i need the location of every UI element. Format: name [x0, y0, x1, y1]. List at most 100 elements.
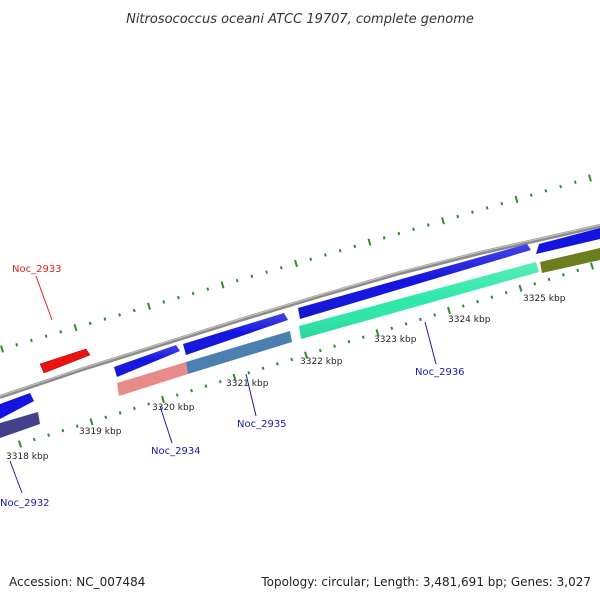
- scale-tick: [61, 428, 65, 433]
- scale-tick: [177, 295, 180, 300]
- scale-tick: [433, 313, 437, 317]
- scale-tick: [290, 357, 294, 362]
- scale-tick: [103, 317, 107, 321]
- scale-tick: [44, 334, 48, 338]
- scale-tick: [175, 393, 179, 397]
- scale-tick: [456, 214, 460, 219]
- scale-tick: [361, 335, 365, 339]
- scale-tick: [447, 306, 451, 315]
- scale-tick: [490, 295, 494, 299]
- scale-tick: [375, 329, 380, 337]
- scale-tick: [275, 362, 279, 366]
- scale-tick: [476, 299, 480, 304]
- gene-arrow-noc-2934: [117, 362, 188, 396]
- scale-tick: [561, 273, 565, 277]
- scale-tick: [190, 388, 194, 393]
- scale-tick: [247, 371, 251, 375]
- scale-tick: [279, 266, 283, 270]
- scale-tick: [218, 379, 222, 384]
- scale-tick: [15, 343, 19, 347]
- scale-tick: [544, 189, 548, 193]
- scale-tick: [261, 366, 265, 371]
- gene-label-noc-2933[interactable]: Noc_2933: [12, 264, 62, 275]
- scale-tick: [390, 326, 394, 331]
- scale-tick: [162, 300, 166, 304]
- scale-tick: [426, 223, 430, 227]
- scale-tick: [118, 411, 122, 415]
- scale-tick: [347, 339, 351, 344]
- map-title: Nitrosococcus oceani ATCC 19707, complet…: [126, 12, 474, 27]
- gene-arrow-noc-2935: [186, 331, 292, 374]
- scale-tick: [514, 195, 519, 204]
- scale-label: 3321 kbp: [226, 379, 269, 389]
- gene-labels: Noc_2933 Noc_2932 Noc_2934 Noc_2935 Noc_…: [0, 264, 465, 509]
- scale-tick: [191, 291, 195, 296]
- scale-tick: [404, 322, 408, 326]
- scale-tick: [547, 277, 551, 282]
- scale-tick: [232, 373, 237, 381]
- scale-tick: [220, 281, 225, 289]
- scale-tick: [161, 395, 165, 404]
- scale-tick: [132, 308, 136, 313]
- scale-tick: [441, 217, 445, 225]
- scale-label: 3324 kbp: [448, 315, 491, 325]
- accession-label: Accession: NC_007484: [9, 575, 145, 589]
- gene-label-noc-2936[interactable]: Noc_2936: [415, 367, 465, 378]
- scale-tick: [89, 418, 94, 426]
- scale-tick: [147, 402, 151, 406]
- scale-tick: [324, 253, 327, 257]
- gene-arrow-forward: [536, 228, 600, 254]
- scale-tick: [0, 345, 4, 353]
- scale-tick: [353, 244, 357, 249]
- scale-tick: [235, 278, 239, 283]
- scale-tick: [590, 262, 594, 270]
- scale-tick: [418, 317, 422, 322]
- scale-tick: [367, 238, 372, 246]
- scale-label: 3322 kbp: [300, 357, 343, 367]
- scale-tick: [461, 304, 465, 308]
- scale-tick: [500, 201, 504, 206]
- inner-tick-track: [18, 262, 594, 448]
- scale-tick: [206, 287, 210, 291]
- scale-tick: [204, 384, 208, 388]
- leader-lines: [9, 275, 437, 494]
- scale-tick: [47, 433, 51, 437]
- scale-label: 3325 kbp: [523, 294, 566, 304]
- scale-tick: [75, 424, 79, 428]
- gene-arrow-noc-2932: [0, 412, 40, 438]
- scale-tick: [576, 268, 580, 273]
- scale-tick: [250, 274, 254, 279]
- scale-tick: [533, 282, 537, 286]
- scale-tick: [30, 338, 33, 343]
- genome-summary: Topology: circular; Length: 3,481,691 bp…: [260, 575, 591, 589]
- scale-label: 3319 kbp: [79, 427, 122, 437]
- scale-tick: [485, 206, 489, 210]
- scale-tick: [18, 440, 22, 448]
- scale-tick: [588, 174, 592, 182]
- scale-tick: [132, 406, 136, 411]
- scale-tick: [471, 210, 474, 214]
- scale-label: 3318 kbp: [6, 452, 49, 462]
- scale-tick: [397, 231, 401, 236]
- gene-shading: [114, 244, 539, 377]
- scale-tick: [104, 415, 108, 420]
- gene-label-noc-2935[interactable]: Noc_2935: [237, 419, 287, 430]
- scale-tick: [573, 180, 577, 184]
- genome-backbone-highlight: [0, 224, 600, 397]
- scale-tick: [73, 323, 78, 332]
- scale-tick: [88, 321, 92, 326]
- genome-backbone: [0, 224, 600, 399]
- scale-tick: [412, 227, 415, 232]
- scale-label: 3320 kbp: [152, 403, 195, 413]
- scale-tick: [32, 437, 36, 442]
- gene-label-noc-2932[interactable]: Noc_2932: [0, 498, 50, 509]
- scale-tick: [382, 236, 386, 240]
- scale-tick: [147, 302, 151, 310]
- scale-label: 3323 kbp: [374, 335, 417, 345]
- gene-label-noc-2934[interactable]: Noc_2934: [151, 446, 201, 457]
- gene-arrow-noc-2933: [39, 348, 91, 374]
- scale-tick: [59, 330, 63, 334]
- scale-tick: [504, 290, 508, 295]
- scale-tick: [333, 344, 337, 348]
- scale-tick: [518, 284, 523, 292]
